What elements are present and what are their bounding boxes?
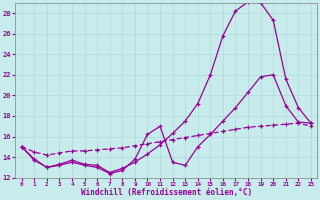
X-axis label: Windchill (Refroidissement éolien,°C): Windchill (Refroidissement éolien,°C) <box>81 188 252 197</box>
